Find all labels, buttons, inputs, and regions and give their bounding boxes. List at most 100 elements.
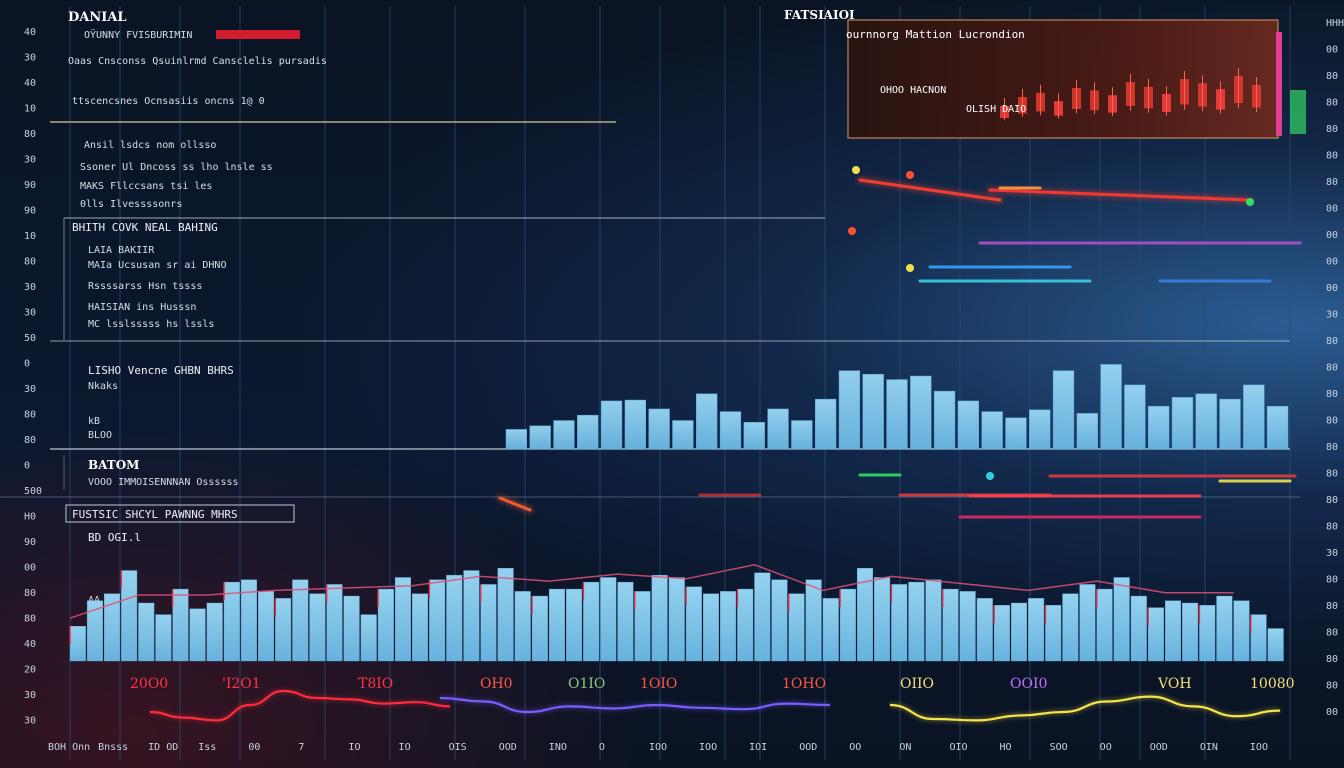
y-tick-right: 00 — [1326, 257, 1338, 268]
section3-row2: kB — [88, 416, 100, 427]
bar — [258, 591, 275, 662]
chart-bottom-overlay-line — [69, 564, 1234, 619]
x-label-bottom: OO — [1100, 742, 1112, 753]
bar — [1243, 384, 1265, 450]
bar — [822, 598, 839, 662]
bar — [1199, 605, 1216, 662]
bar — [805, 579, 822, 662]
bar — [566, 588, 583, 662]
bar — [1250, 614, 1267, 662]
title-left: DANIAL — [68, 10, 127, 25]
bar — [1165, 600, 1182, 662]
bar — [976, 598, 993, 662]
y-tick-left: 30 — [24, 282, 36, 293]
y-tick-right: 30 — [1326, 310, 1338, 321]
bar — [1076, 413, 1098, 450]
y-tick-right: 80 — [1326, 71, 1338, 82]
y-tick-right: HHH — [1326, 18, 1344, 29]
x-label-colored: OH0 — [480, 676, 513, 692]
bar — [1148, 406, 1170, 450]
streak — [498, 496, 532, 512]
y-tick-left: 30 — [24, 308, 36, 319]
y-tick-left: 90 — [24, 206, 36, 217]
x-label-bottom: ID OD — [148, 742, 178, 753]
y-tick-right: 00 — [1326, 45, 1338, 56]
x-label-colored: 20O0 — [130, 676, 168, 692]
bar — [1216, 595, 1233, 662]
bar — [959, 591, 976, 662]
x-label-bottom: 00 — [248, 742, 260, 753]
right-panel-green-bar — [1290, 90, 1306, 134]
bar — [886, 379, 908, 450]
bar — [1010, 602, 1028, 662]
right-panel-candles — [1000, 68, 1261, 121]
section4-row1: VOOO IMMOISENNNAN Ossssss — [88, 477, 239, 488]
streak — [858, 178, 1002, 202]
left-text-row1: Oaas Cnsconss Qsuinlrmd Cansclelis pursa… — [68, 56, 327, 67]
y-tick-left: 30 — [24, 384, 36, 395]
bar — [548, 588, 565, 662]
y-tick-left: 30 — [24, 53, 36, 64]
bar — [600, 400, 623, 450]
bar — [1171, 397, 1194, 450]
y-tick-right: 30 — [1326, 548, 1338, 559]
right-panel — [847, 19, 1279, 139]
x-label-bottom: ON — [899, 742, 911, 753]
bar — [429, 579, 446, 662]
right-panel-pink-bar — [1276, 32, 1282, 136]
streak-dot — [1246, 198, 1254, 206]
bar — [446, 574, 463, 662]
x-label-colored: 10080 — [1250, 676, 1295, 692]
bar — [743, 422, 765, 450]
right-panel-line2: OHOO HACNON — [880, 85, 946, 96]
left-text-row4: Ssoner Ul Dncoss ss lho lnsle ss — [80, 162, 273, 173]
bar — [737, 588, 754, 662]
line-series — [149, 689, 451, 722]
y-tick-left: 40 — [24, 639, 36, 650]
bar — [1052, 370, 1075, 450]
bar — [634, 591, 651, 662]
bar — [86, 600, 103, 662]
y-tick-left: 20 — [24, 665, 36, 676]
x-label-bottom: Bnsss — [98, 742, 128, 753]
x-label-colored: OIIO — [900, 676, 934, 692]
bar — [838, 370, 861, 450]
y-tick-right: 00 — [1326, 283, 1338, 294]
y-tick-left: 50 — [24, 333, 36, 344]
bar — [394, 577, 411, 662]
streak-dot — [906, 264, 914, 272]
left-text-row3: Ansil lsdcs nom ollsso — [84, 140, 216, 151]
section5-row1: BD OGI.l — [88, 531, 141, 544]
bar — [908, 581, 925, 662]
y-tick-left: 500 — [24, 486, 42, 497]
bar — [891, 584, 908, 662]
y-tick-right: 80 — [1326, 336, 1338, 347]
bar — [275, 598, 292, 662]
x-label-bottom: OIS — [449, 742, 467, 753]
y-tick-left: 0 — [24, 359, 30, 370]
left-text-row2: ttscencsnes Ocnsasiis oncns 1@ 0 — [72, 96, 265, 107]
bar — [771, 579, 788, 662]
y-tick-left: 30 — [24, 690, 36, 701]
bar — [668, 577, 685, 662]
bar — [1079, 584, 1096, 662]
bar — [788, 593, 805, 662]
line-series — [439, 696, 831, 714]
bar — [791, 420, 813, 450]
bar — [624, 399, 646, 450]
bar — [1113, 577, 1130, 662]
x-label-colored: 1OHO — [782, 676, 826, 692]
bar — [577, 414, 599, 450]
bar — [925, 579, 942, 662]
right-panel-title: ournnorg Mattion Lucrondion — [846, 28, 1025, 41]
bar — [672, 420, 694, 450]
bar — [223, 581, 240, 662]
bar — [993, 605, 1010, 662]
y-tick-left: 90 — [24, 180, 36, 191]
bar — [1096, 588, 1113, 662]
bar — [1195, 393, 1217, 450]
left-text-row6: 0lls Ilvessssonrs — [80, 199, 182, 210]
bar — [957, 400, 980, 450]
section2-row1: LAIA BAKIIR — [88, 245, 155, 256]
